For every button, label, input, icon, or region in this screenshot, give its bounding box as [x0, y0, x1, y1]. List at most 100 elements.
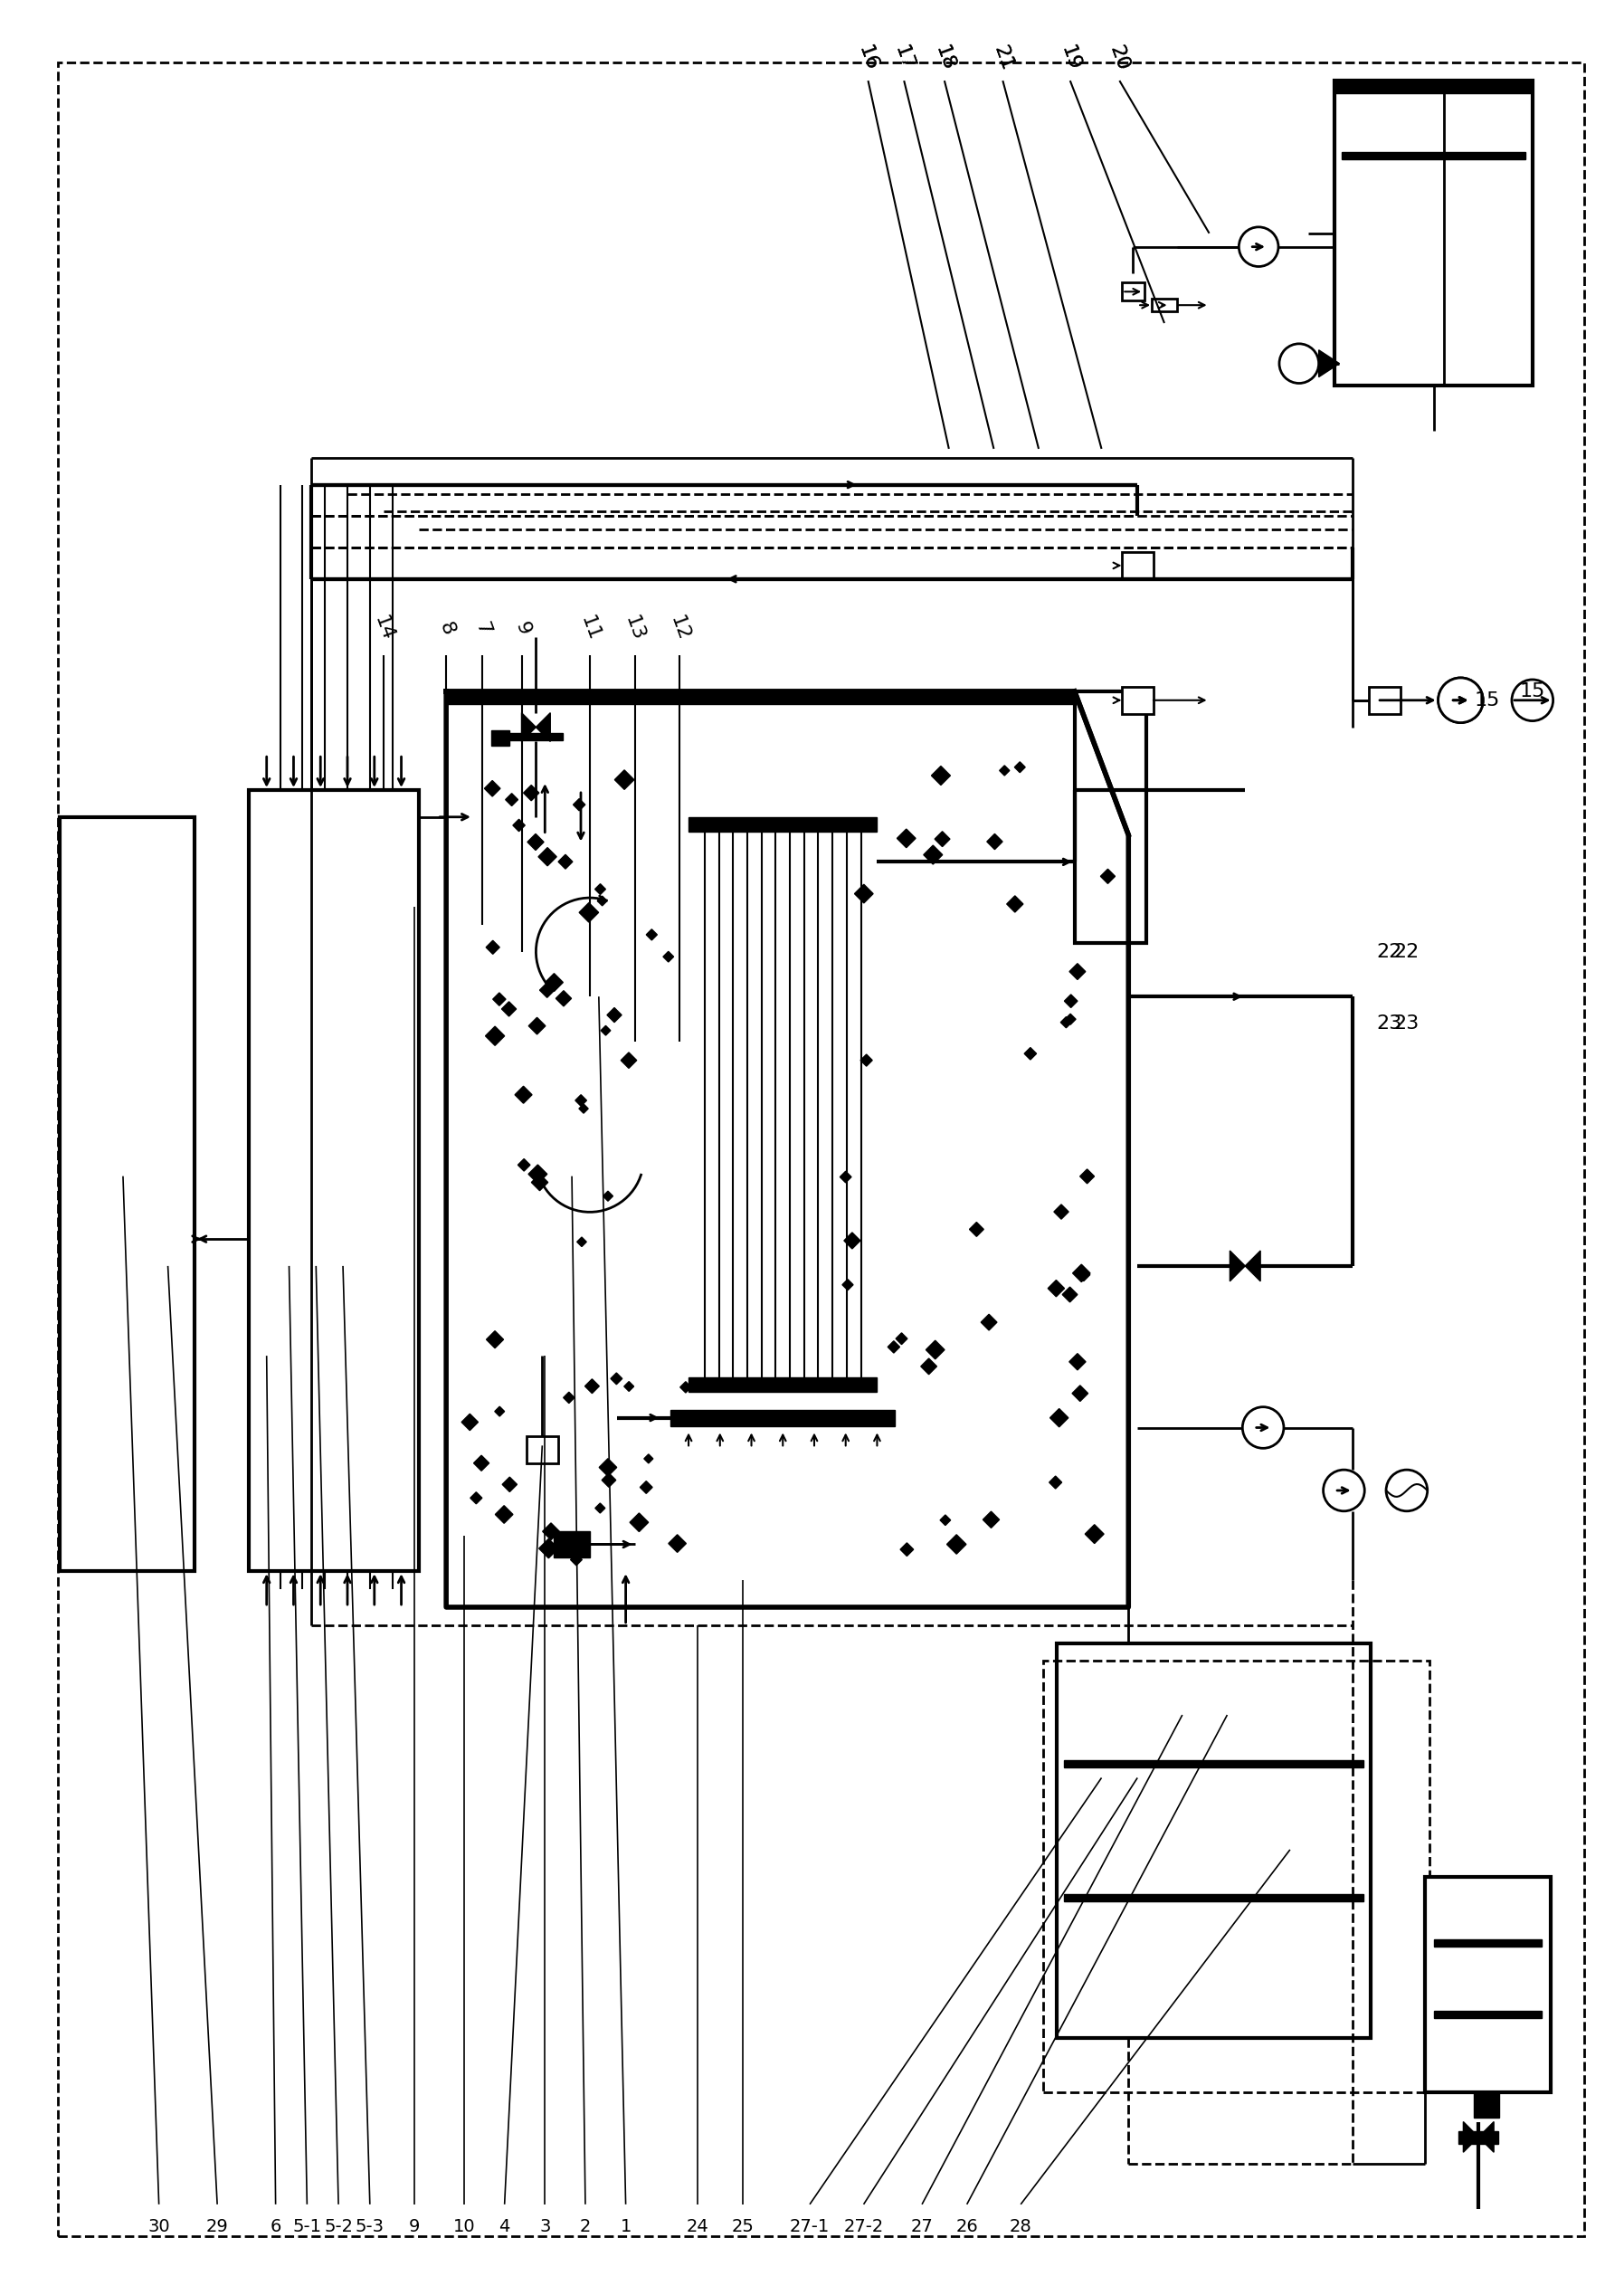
Polygon shape — [840, 1172, 851, 1184]
Polygon shape — [515, 1086, 533, 1104]
Bar — [1064, 1759, 1364, 1766]
Polygon shape — [603, 1473, 615, 1486]
Polygon shape — [505, 794, 518, 806]
Bar — [1151, 298, 1177, 312]
Bar — [1122, 687, 1153, 715]
Text: 30: 30 — [148, 2219, 171, 2235]
Polygon shape — [486, 940, 500, 954]
Text: 27-2: 27-2 — [843, 2219, 883, 2235]
Polygon shape — [645, 1454, 653, 1463]
Bar — [1057, 1643, 1371, 2039]
Polygon shape — [1229, 1252, 1246, 1281]
Polygon shape — [1062, 1286, 1077, 1302]
Polygon shape — [598, 897, 607, 906]
Bar — [1434, 2012, 1541, 2019]
Text: 5-1: 5-1 — [292, 2219, 322, 2235]
Polygon shape — [528, 1017, 546, 1033]
Polygon shape — [900, 1543, 913, 1557]
Polygon shape — [486, 1331, 503, 1347]
Text: 8: 8 — [435, 619, 456, 637]
Polygon shape — [1101, 869, 1116, 883]
Polygon shape — [559, 854, 573, 869]
Polygon shape — [921, 1359, 937, 1375]
Polygon shape — [854, 885, 874, 904]
Circle shape — [1512, 681, 1553, 721]
Circle shape — [1324, 1470, 1364, 1511]
Text: 24: 24 — [687, 2219, 708, 2235]
Polygon shape — [474, 1454, 489, 1470]
Polygon shape — [1085, 1525, 1104, 1543]
Text: 23: 23 — [1393, 1015, 1419, 1033]
Polygon shape — [542, 1523, 559, 1541]
Polygon shape — [924, 844, 942, 865]
Text: 14: 14 — [370, 612, 396, 644]
Polygon shape — [528, 1165, 547, 1184]
Bar — [671, 1409, 895, 1425]
Text: 11: 11 — [577, 612, 603, 644]
Polygon shape — [970, 1222, 984, 1236]
Text: 4: 4 — [499, 2219, 510, 2235]
Polygon shape — [521, 712, 536, 742]
Polygon shape — [495, 1507, 513, 1523]
Polygon shape — [580, 1104, 588, 1113]
Polygon shape — [680, 1382, 692, 1393]
Text: 18: 18 — [932, 43, 957, 73]
Circle shape — [1387, 1470, 1427, 1511]
Polygon shape — [1060, 1017, 1072, 1029]
Polygon shape — [513, 819, 525, 831]
Polygon shape — [492, 992, 505, 1006]
Polygon shape — [539, 1539, 559, 1559]
Polygon shape — [932, 767, 950, 785]
Circle shape — [1239, 228, 1278, 266]
Text: 17: 17 — [892, 43, 918, 73]
Polygon shape — [1072, 1386, 1088, 1402]
Polygon shape — [538, 847, 557, 865]
Polygon shape — [640, 1482, 653, 1493]
Polygon shape — [531, 1174, 547, 1190]
Text: 26: 26 — [955, 2219, 978, 2235]
Text: 25: 25 — [731, 2219, 754, 2235]
Polygon shape — [1463, 2121, 1478, 2153]
Polygon shape — [471, 1493, 482, 1504]
Polygon shape — [981, 1313, 997, 1329]
Polygon shape — [594, 1502, 606, 1514]
Text: 20: 20 — [1106, 43, 1132, 73]
Text: 19: 19 — [1057, 43, 1083, 73]
Bar — [1369, 687, 1400, 715]
Polygon shape — [1319, 351, 1340, 378]
Polygon shape — [484, 781, 500, 797]
Text: 17: 17 — [892, 43, 918, 73]
Text: 10: 10 — [453, 2219, 476, 2235]
Polygon shape — [539, 983, 554, 997]
Bar — [554, 1532, 590, 1557]
Polygon shape — [601, 1026, 611, 1036]
Polygon shape — [663, 951, 674, 963]
Text: 20: 20 — [1106, 43, 1132, 73]
Bar — [1122, 553, 1153, 578]
Polygon shape — [935, 831, 950, 847]
Polygon shape — [573, 799, 585, 810]
Bar — [248, 790, 419, 1570]
Bar — [1064, 1894, 1364, 1903]
Text: 22: 22 — [1393, 942, 1419, 960]
Polygon shape — [1070, 963, 1085, 979]
Polygon shape — [861, 1054, 872, 1065]
Text: 27-1: 27-1 — [789, 2219, 830, 2235]
Polygon shape — [523, 785, 539, 801]
Polygon shape — [999, 765, 1010, 776]
Text: 18: 18 — [932, 43, 957, 73]
Polygon shape — [987, 833, 1002, 849]
Polygon shape — [614, 769, 633, 790]
Polygon shape — [580, 904, 599, 922]
Text: 16: 16 — [856, 43, 880, 73]
Polygon shape — [502, 1477, 516, 1491]
Polygon shape — [1069, 1354, 1086, 1370]
Polygon shape — [1064, 995, 1077, 1008]
Circle shape — [1439, 678, 1483, 724]
Polygon shape — [896, 1334, 908, 1345]
Bar — [1043, 1661, 1429, 2092]
Polygon shape — [624, 1382, 633, 1391]
Bar — [689, 817, 877, 831]
Text: 16: 16 — [856, 43, 880, 73]
Text: 15: 15 — [1520, 683, 1546, 701]
